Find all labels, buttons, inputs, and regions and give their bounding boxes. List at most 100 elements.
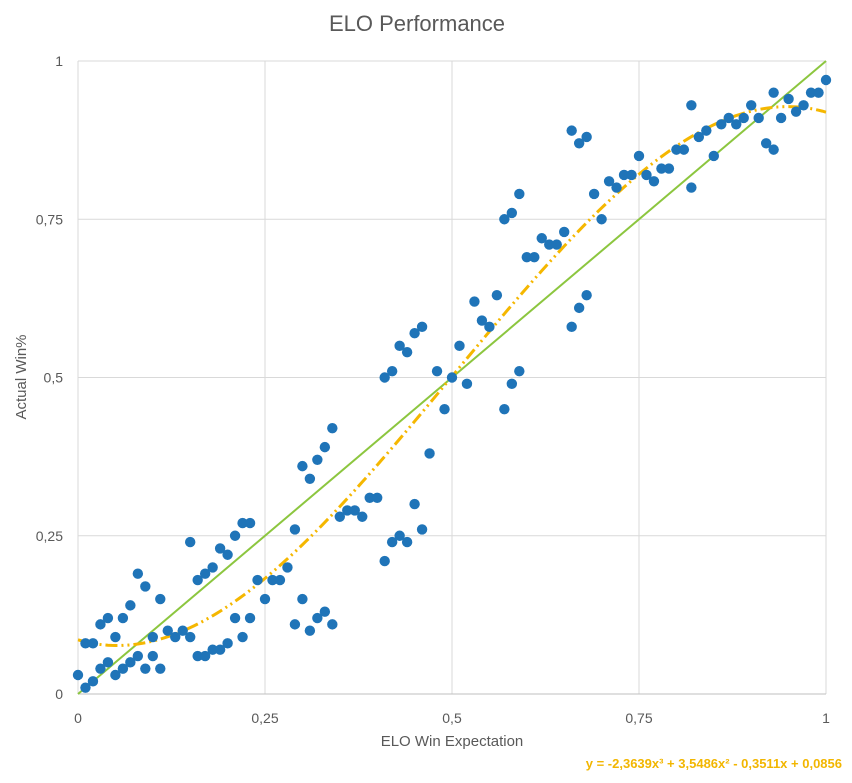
data-point bbox=[297, 460, 308, 472]
data-point bbox=[551, 239, 562, 250]
data-point bbox=[641, 169, 652, 181]
data-point bbox=[386, 365, 398, 377]
data-point bbox=[424, 448, 435, 459]
data-point bbox=[327, 619, 338, 630]
data-point bbox=[192, 650, 203, 662]
data-point bbox=[214, 543, 226, 554]
y-axis-title: Actual Win% bbox=[13, 334, 30, 419]
x-tick-label: 0,25 bbox=[251, 710, 278, 726]
data-point bbox=[147, 631, 158, 643]
data-point bbox=[372, 492, 383, 503]
x-tick-label: 0,75 bbox=[625, 710, 652, 726]
y-tick-label: 0,75 bbox=[36, 211, 63, 227]
data-point bbox=[716, 119, 727, 130]
data-point bbox=[499, 403, 510, 415]
data-point bbox=[386, 536, 398, 548]
x-axis-title: ELO Win Expectation bbox=[381, 733, 524, 750]
data-point bbox=[476, 315, 488, 326]
data-point bbox=[222, 549, 233, 560]
data-point bbox=[379, 555, 390, 567]
data-point bbox=[229, 612, 241, 624]
data-point bbox=[581, 290, 592, 301]
data-point bbox=[446, 372, 458, 383]
data-point bbox=[170, 631, 181, 643]
data-point bbox=[80, 638, 91, 649]
data-point bbox=[117, 612, 129, 624]
data-point bbox=[319, 441, 331, 453]
data-point bbox=[199, 568, 211, 579]
data-point bbox=[798, 100, 809, 111]
data-point bbox=[491, 290, 503, 301]
y-tick-label: 0,5 bbox=[44, 370, 64, 386]
data-point bbox=[536, 233, 547, 244]
data-point bbox=[633, 150, 645, 162]
data-point bbox=[110, 669, 121, 681]
data-point bbox=[693, 131, 705, 143]
data-point bbox=[207, 644, 218, 655]
chart-title: ELO Performance bbox=[329, 11, 505, 36]
data-point bbox=[140, 581, 151, 592]
data-point bbox=[267, 574, 278, 586]
trendline-equation: y = -2,3639x³ + 3,5486x² - 0,3511x + 0,0… bbox=[586, 756, 842, 771]
data-point bbox=[461, 378, 473, 390]
data-point bbox=[237, 631, 248, 643]
data-point bbox=[95, 619, 106, 630]
data-point bbox=[663, 163, 675, 174]
data-point bbox=[282, 562, 293, 573]
data-point bbox=[214, 644, 226, 655]
data-point bbox=[342, 505, 353, 516]
data-point bbox=[439, 403, 450, 415]
data-point bbox=[805, 87, 817, 98]
data-point bbox=[544, 239, 555, 250]
data-point bbox=[506, 207, 518, 219]
data-point bbox=[484, 321, 495, 333]
data-point bbox=[319, 606, 331, 617]
data-point bbox=[746, 100, 757, 111]
data-point bbox=[790, 106, 802, 117]
data-point bbox=[312, 454, 323, 465]
data-point bbox=[80, 682, 91, 693]
data-point bbox=[379, 372, 390, 383]
data-point bbox=[401, 346, 413, 358]
data-point bbox=[469, 296, 480, 307]
data-point bbox=[304, 473, 316, 484]
data-point bbox=[87, 676, 99, 687]
data-point bbox=[506, 378, 518, 390]
data-point bbox=[289, 524, 301, 535]
data-point bbox=[185, 536, 196, 548]
y-tick-label: 0,25 bbox=[36, 528, 63, 544]
data-point bbox=[364, 492, 375, 503]
data-point bbox=[87, 638, 99, 649]
data-point bbox=[274, 574, 286, 586]
data-point bbox=[753, 112, 764, 124]
data-point bbox=[514, 365, 525, 377]
data-point bbox=[559, 226, 570, 238]
data-point bbox=[244, 517, 256, 529]
data-point bbox=[327, 422, 338, 434]
data-point bbox=[192, 574, 203, 586]
data-point bbox=[566, 125, 577, 136]
data-point bbox=[416, 321, 428, 333]
data-point bbox=[701, 125, 712, 136]
data-point bbox=[671, 144, 682, 155]
data-point bbox=[117, 663, 129, 674]
data-point bbox=[738, 112, 749, 124]
data-point bbox=[289, 619, 301, 630]
data-point bbox=[199, 650, 211, 662]
data-point bbox=[648, 176, 660, 187]
x-tick-label: 1 bbox=[822, 710, 830, 726]
data-point bbox=[416, 524, 428, 535]
data-point bbox=[409, 327, 420, 339]
data-point bbox=[454, 340, 465, 352]
data-point bbox=[768, 87, 779, 98]
data-point bbox=[431, 365, 443, 377]
data-point bbox=[581, 131, 592, 143]
data-point bbox=[611, 182, 622, 193]
data-point bbox=[244, 612, 256, 624]
data-point bbox=[110, 631, 121, 643]
data-point bbox=[521, 252, 532, 263]
x-tick-labels: 0 0,25 0,5 0,75 1 bbox=[74, 710, 830, 726]
data-point bbox=[760, 138, 772, 149]
data-point bbox=[357, 511, 368, 522]
